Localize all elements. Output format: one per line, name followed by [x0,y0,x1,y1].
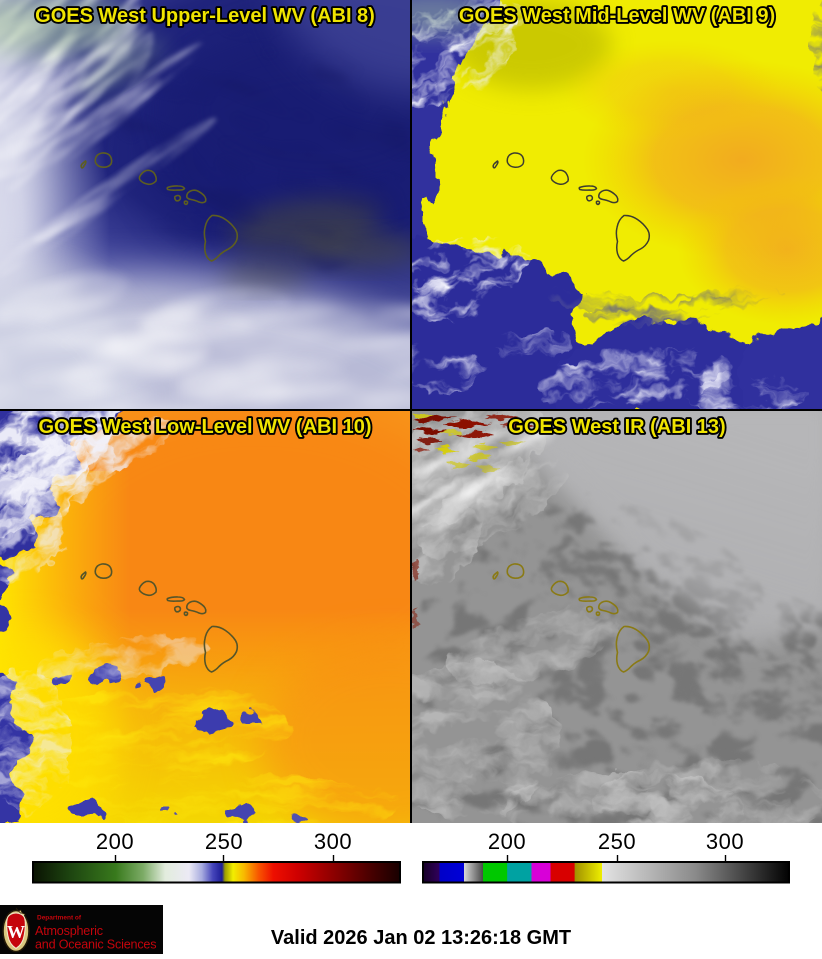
svg-text:W: W [7,922,25,942]
svg-text:Department of: Department of [37,915,82,922]
svg-text:250: 250 [205,829,243,854]
svg-text:200: 200 [488,829,526,854]
svg-text:250: 250 [598,829,636,854]
svg-text:GOES West IR (ABI 13): GOES West IR (ABI 13) [508,416,725,438]
svg-text:GOES West Upper-Level WV (ABI: GOES West Upper-Level WV (ABI 8) [35,5,375,27]
svg-text:300: 300 [706,829,744,854]
svg-text:and Oceanic Sciences: and Oceanic Sciences [35,938,156,952]
svg-text:Atmospheric: Atmospheric [35,924,103,938]
svg-text:200: 200 [96,829,134,854]
svg-text:300: 300 [314,829,352,854]
svg-text:GOES West Low-Level WV (ABI 10: GOES West Low-Level WV (ABI 10) [38,416,371,438]
svg-text:GOES West Mid-Level WV (ABI 9): GOES West Mid-Level WV (ABI 9) [459,5,775,27]
